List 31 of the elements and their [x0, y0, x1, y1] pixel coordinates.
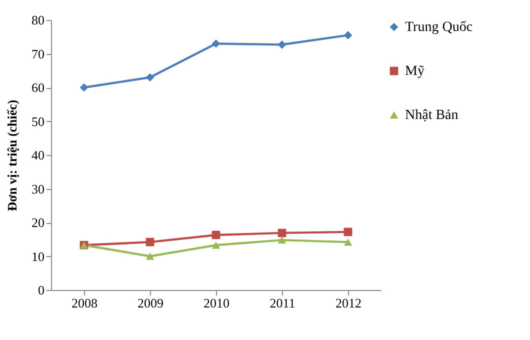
x-tick-label: 2009: [138, 296, 164, 310]
point: [146, 73, 154, 82]
x-tick-label: 2008: [72, 296, 98, 310]
x-tick-label: 2012: [336, 296, 362, 310]
point: [212, 230, 220, 240]
point: [212, 39, 220, 48]
point: [212, 241, 220, 249]
y-tick-label: 20: [32, 215, 44, 230]
y-tick-label: 70: [32, 46, 44, 62]
point: [146, 238, 154, 246]
legend-label: Trung Quốc: [405, 20, 473, 35]
point: [278, 228, 286, 238]
point: [344, 238, 352, 246]
y-tick-label: 50: [32, 114, 44, 129]
point: [344, 31, 352, 40]
y-tick-label: 30: [32, 181, 44, 196]
legend-label: Nhật Bản: [405, 108, 458, 123]
x-tick-label: 2010: [204, 296, 230, 310]
y-tick-label: 0: [38, 282, 44, 298]
y-tick-label: 60: [32, 80, 44, 95]
y-axis-title: Đơn vị: triệu (chiếc): [4, 100, 20, 212]
point: [80, 83, 88, 92]
x-tick-label: 2011: [270, 296, 296, 310]
y-tick-label: 80: [32, 12, 44, 28]
legend-label: Mỹ: [405, 64, 424, 79]
point: [278, 236, 286, 244]
y-tick-label: 40: [32, 148, 44, 162]
point: [146, 252, 154, 260]
y-tick-label: 10: [32, 248, 44, 264]
point: [278, 40, 286, 49]
point: [344, 228, 352, 236]
